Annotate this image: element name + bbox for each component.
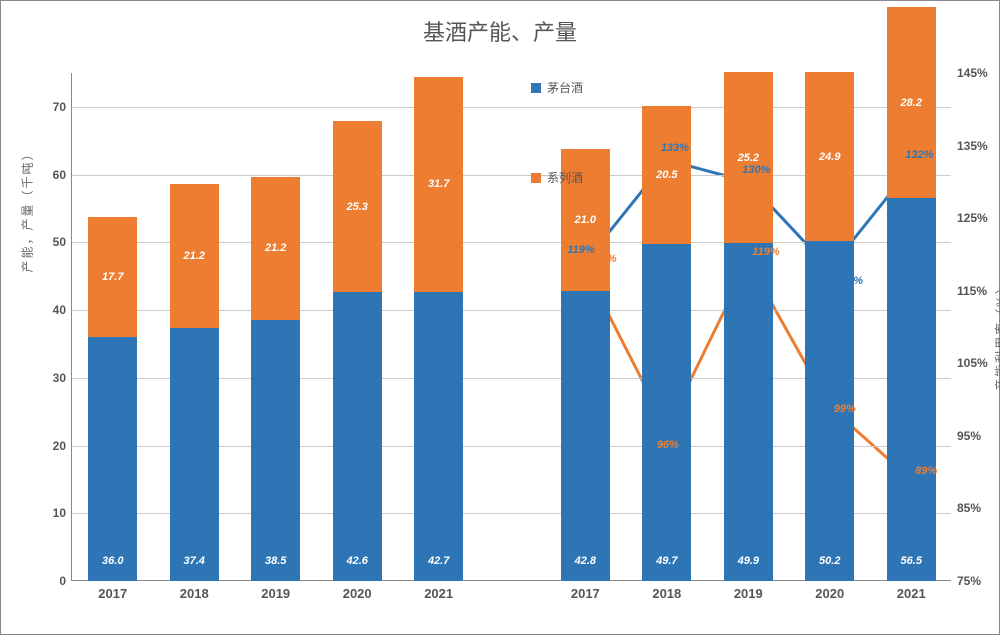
bar-label-xilie: 21.2 xyxy=(184,250,205,262)
bar-maotai xyxy=(887,198,936,581)
y-left-tick: 60 xyxy=(53,168,72,182)
bar-maotai xyxy=(724,243,773,581)
legend-item: 茅台酒 xyxy=(531,79,583,96)
y-right-tick: 135% xyxy=(951,139,988,153)
y-left-tick: 20 xyxy=(53,439,72,453)
y-right-tick: 105% xyxy=(951,356,988,370)
y-left-tick: 0 xyxy=(59,574,72,588)
bar-maotai xyxy=(251,320,300,581)
x-tick: 2020 xyxy=(343,580,372,601)
y-right-tick: 95% xyxy=(951,429,981,443)
line-label: 118% xyxy=(836,275,863,287)
line-label: 89% xyxy=(915,465,937,477)
x-tick: 2017 xyxy=(98,580,127,601)
bar-maotai xyxy=(642,244,691,581)
bar-label-xilie: 25.3 xyxy=(346,201,367,213)
bar-label-maotai: 42.7 xyxy=(428,555,449,567)
bar-label-xilie: 21.0 xyxy=(575,214,596,226)
legend-item: 系列酒 xyxy=(531,169,583,186)
bar-maotai xyxy=(561,291,610,581)
y-right-tick: 115% xyxy=(951,284,987,298)
legend-swatch xyxy=(531,83,541,93)
bar-label-maotai: 38.5 xyxy=(265,555,286,567)
bar-label-xilie: 24.9 xyxy=(819,151,840,163)
y-left-tick: 50 xyxy=(53,235,72,249)
chart-title: 基酒产能、产量 xyxy=(1,15,999,47)
y-right-axis-label: 产能利用率（%） xyxy=(993,280,1000,391)
line-label: 118% xyxy=(589,253,616,265)
y-left-tick: 70 xyxy=(53,100,72,114)
bar-label-maotai: 36.0 xyxy=(102,555,123,567)
y-right-tick: 85% xyxy=(951,501,981,515)
bar-label-maotai: 49.9 xyxy=(738,555,759,567)
legend-label: 茅台酒 xyxy=(547,79,583,96)
line-label: 133% xyxy=(661,142,689,154)
bar-label-maotai: 37.4 xyxy=(184,555,205,567)
line-label: 132% xyxy=(905,149,933,161)
legend-swatch xyxy=(531,173,541,183)
bar-label-xilie: 31.7 xyxy=(428,178,449,190)
bar-label-maotai: 49.7 xyxy=(656,555,677,567)
line-label: 119% xyxy=(752,246,779,258)
chart-container: 基酒产能、产量 01020304050607075%85%95%105%115%… xyxy=(0,0,1000,635)
line-label: 130% xyxy=(742,164,770,176)
x-tick: 2019 xyxy=(734,580,763,601)
line-label: 99% xyxy=(834,403,856,415)
bar-maotai xyxy=(414,292,463,581)
y-left-tick: 30 xyxy=(53,371,72,385)
bar-label-xilie: 25.2 xyxy=(738,152,759,164)
x-tick: 2021 xyxy=(897,580,926,601)
plot-area: 01020304050607075%85%95%105%115%125%135%… xyxy=(71,73,951,581)
y-right-tick: 75% xyxy=(951,574,981,588)
x-tick: 2018 xyxy=(180,580,209,601)
bar-label-xilie: 20.5 xyxy=(656,169,677,181)
bar-label-maotai: 56.5 xyxy=(901,555,922,567)
bar-maotai xyxy=(170,328,219,581)
y-right-tick: 125% xyxy=(951,211,988,225)
bar-maotai xyxy=(88,337,137,581)
bar-maotai xyxy=(333,292,382,581)
bar-label-xilie: 21.2 xyxy=(265,242,286,254)
x-tick: 2018 xyxy=(652,580,681,601)
x-tick: 2021 xyxy=(424,580,453,601)
y-left-tick: 40 xyxy=(53,303,72,317)
legend-label: 系列酒 xyxy=(547,169,583,186)
y-left-axis-label: 产能，产量（千吨） xyxy=(19,146,36,272)
x-tick: 2020 xyxy=(815,580,844,601)
bar-label-maotai: 42.6 xyxy=(346,555,367,567)
x-tick: 2017 xyxy=(571,580,600,601)
bar-label-xilie: 17.7 xyxy=(102,271,123,283)
bar-label-xilie: 28.2 xyxy=(901,97,922,109)
y-right-tick: 145% xyxy=(951,66,988,80)
line-label: 96% xyxy=(657,439,679,451)
bar-label-maotai: 42.8 xyxy=(575,555,596,567)
y-left-tick: 10 xyxy=(53,506,72,520)
bar-label-maotai: 50.2 xyxy=(819,555,840,567)
x-tick: 2019 xyxy=(261,580,290,601)
